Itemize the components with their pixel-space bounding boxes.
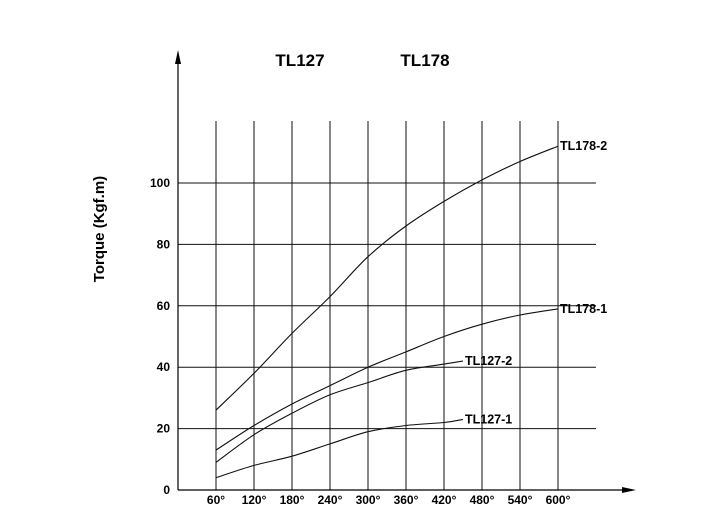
x-tick-label: 240°	[318, 493, 343, 507]
series-line-tl127-1	[215, 418, 464, 479]
x-tick-label: 120°	[242, 493, 267, 507]
horizontal-gridlines	[178, 182, 596, 430]
axes	[175, 50, 636, 493]
series-label-tl178-2: TL178-2	[560, 139, 607, 153]
series-curves	[215, 145, 559, 479]
x-tick-label: 600°	[546, 493, 571, 507]
series-line-tl127-2	[215, 360, 464, 463]
series-label-tl127-2: TL127-2	[465, 354, 512, 368]
x-tick-labels: 60° 120° 180° 240° 300° 360° 420° 480° 540° 600°	[207, 493, 571, 507]
y-tick-label: 0	[163, 483, 170, 497]
x-tick-label: 360°	[394, 493, 419, 507]
x-tick-label: 540°	[508, 493, 533, 507]
series-line-tl178-2	[215, 145, 559, 411]
chart-title-tl127: TL127	[275, 51, 324, 70]
x-tick-label: 300°	[356, 493, 381, 507]
x-axis-arrow	[622, 487, 636, 493]
y-tick-labels: 0 20 40 60 80 100	[150, 176, 170, 497]
series-labels: TL178-2 TL178-1 TL127-2 TL127-1	[465, 139, 607, 426]
y-tick-label: 40	[157, 360, 171, 374]
x-tick-label: 60°	[207, 493, 225, 507]
series-line-tl178-1	[215, 308, 559, 451]
series-label-tl178-1: TL178-1	[560, 302, 607, 316]
y-tick-label: 80	[157, 237, 171, 251]
y-tick-label: 20	[157, 422, 171, 436]
y-axis-arrow	[175, 50, 181, 64]
y-tick-label: 100	[150, 176, 170, 190]
x-tick-label: 180°	[280, 493, 305, 507]
x-tick-label: 480°	[470, 493, 495, 507]
y-tick-label: 60	[157, 299, 171, 313]
x-tick-label: 420°	[432, 493, 457, 507]
y-axis-label: Torque (Kgf.m)	[91, 176, 108, 282]
chart-title-tl178: TL178	[400, 51, 449, 70]
series-label-tl127-1: TL127-1	[465, 412, 512, 426]
